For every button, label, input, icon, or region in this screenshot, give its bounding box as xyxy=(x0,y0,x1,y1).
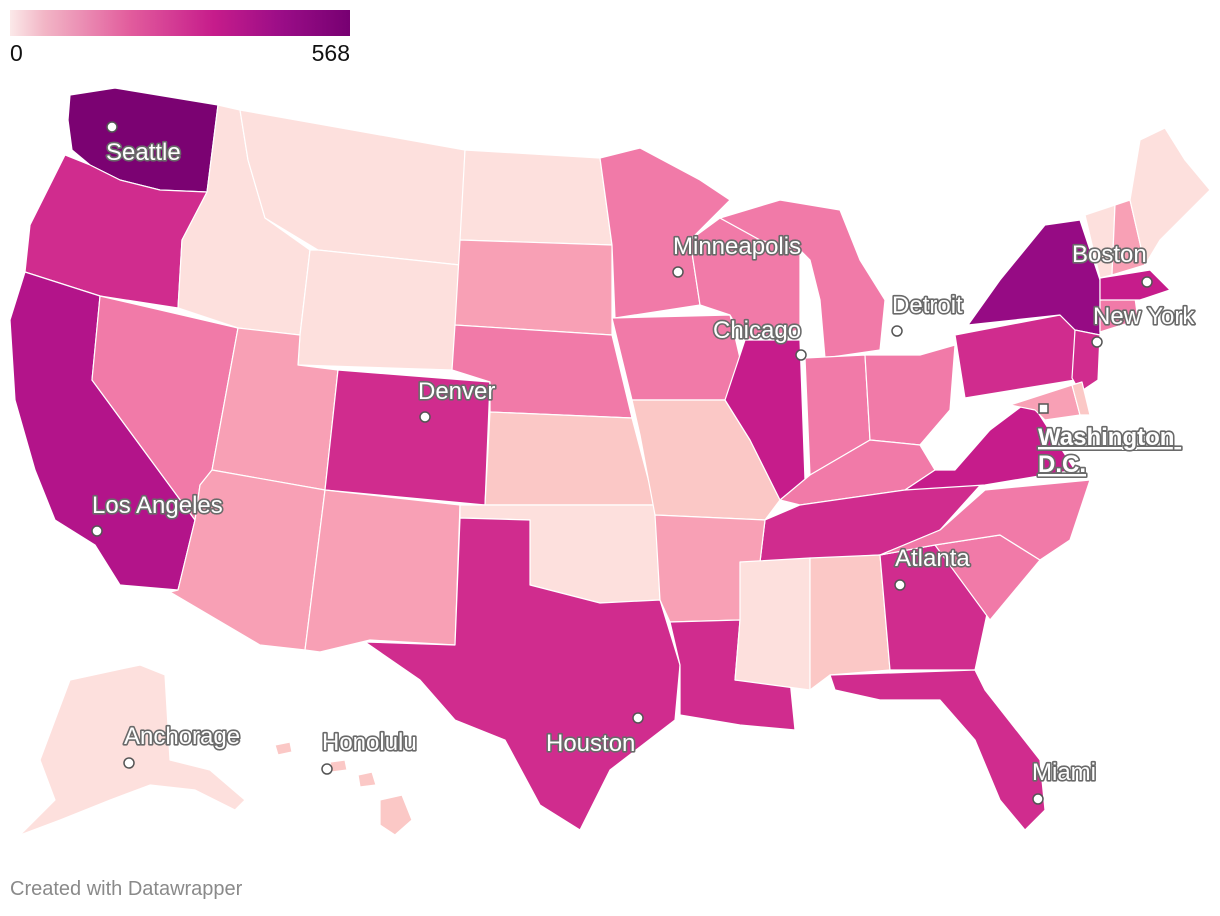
city-label: Minneapolis xyxy=(673,233,801,260)
city-marker xyxy=(91,525,103,537)
state-hawaii[interactable] xyxy=(274,741,413,836)
city-marker xyxy=(321,763,333,775)
state-texas[interactable] xyxy=(364,517,681,831)
state-michigan[interactable] xyxy=(719,199,886,359)
city-anchorage: Anchorage xyxy=(122,721,242,769)
state-new-mexico[interactable] xyxy=(304,489,461,653)
city-label: New York xyxy=(1093,303,1195,330)
state-florida[interactable] xyxy=(829,669,1046,831)
state-alaska[interactable] xyxy=(19,664,246,836)
color-legend: 0 568 xyxy=(10,10,350,66)
state-maine[interactable] xyxy=(1129,127,1211,266)
city-marker xyxy=(672,266,684,278)
dc-label-line1: Washington xyxy=(1038,424,1174,451)
dc-label-line2: D.C. xyxy=(1038,451,1086,478)
city-marker xyxy=(123,757,135,769)
city-minneapolis: Minneapolis xyxy=(671,231,803,278)
city-label: Boston xyxy=(1072,241,1147,268)
city-marker xyxy=(894,579,906,591)
city-washington-dc: Washington D.C. xyxy=(1036,403,1181,480)
state-new-york[interactable] xyxy=(967,219,1101,336)
city-marker xyxy=(1091,336,1103,348)
city-label: Denver xyxy=(418,378,495,405)
city-label: Chicago xyxy=(713,317,801,344)
city-marker xyxy=(1032,793,1044,805)
city-detroit: Detroit xyxy=(890,290,965,337)
legend-gradient-bar xyxy=(10,10,350,36)
city-marker xyxy=(106,121,118,133)
city-label: Miami xyxy=(1032,759,1096,786)
city-new-york: New York xyxy=(1091,301,1197,348)
city-honolulu: Honolulu xyxy=(320,727,418,775)
state-mississippi[interactable] xyxy=(734,557,811,691)
state-delaware[interactable] xyxy=(1071,381,1091,416)
legend-min-label: 0 xyxy=(10,40,23,66)
city-marker xyxy=(1141,276,1153,288)
state-north-carolina[interactable] xyxy=(879,479,1091,561)
city-chicago: Chicago xyxy=(711,315,807,361)
capital-marker xyxy=(1038,403,1049,414)
city-atlanta: Atlanta xyxy=(893,543,972,591)
credit-text: Created with Datawrapper xyxy=(10,878,243,900)
city-houston: Houston xyxy=(544,712,644,759)
state-pennsylvania[interactable] xyxy=(954,314,1076,399)
city-marker xyxy=(632,712,644,724)
city-label: Seattle xyxy=(106,139,181,166)
city-boston: Boston xyxy=(1070,239,1153,288)
state-kansas[interactable] xyxy=(484,411,656,506)
city-label: Anchorage xyxy=(124,723,240,750)
city-label: Washington D.C. xyxy=(1038,424,1181,478)
state-north-dakota[interactable] xyxy=(459,149,613,246)
city-label: Honolulu xyxy=(322,729,417,756)
city-label: Atlanta xyxy=(895,545,970,572)
state-massachusetts[interactable] xyxy=(1099,269,1171,301)
city-marker xyxy=(419,411,431,423)
city-marker xyxy=(891,325,903,337)
legend-max-label: 568 xyxy=(311,40,350,66)
city-seattle: Seattle xyxy=(104,121,182,168)
city-denver: Denver xyxy=(416,376,497,423)
state-alabama[interactable] xyxy=(809,554,891,691)
state-west-virginia[interactable] xyxy=(919,394,1011,471)
state-maryland[interactable] xyxy=(1009,384,1081,421)
city-label: Detroit xyxy=(892,292,963,319)
state-wyoming[interactable] xyxy=(297,249,461,371)
city-marker xyxy=(795,349,807,361)
city-label: Houston xyxy=(546,730,635,757)
state-south-dakota[interactable] xyxy=(454,239,613,336)
city-label: Los Angeles xyxy=(92,492,223,519)
city-los-angeles: Los Angeles xyxy=(90,490,224,537)
city-miami: Miami xyxy=(1030,757,1098,805)
